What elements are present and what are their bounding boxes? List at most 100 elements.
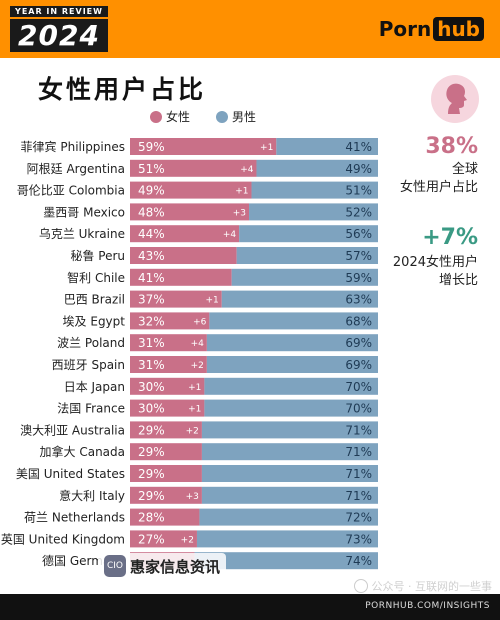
female-bar: [130, 356, 207, 373]
male-bar: [276, 138, 378, 155]
male-bar: [209, 312, 378, 330]
category-label: 日本 Japan: [64, 380, 125, 394]
female-value-label: 27%: [138, 532, 165, 546]
male-value-label: 70%: [345, 380, 372, 394]
male-value-label: 63%: [345, 293, 372, 307]
male-value-label: 59%: [345, 271, 372, 285]
female-value-label: 29%: [138, 489, 165, 503]
global-female-share-label-line-2: 女性用户占比: [399, 180, 478, 195]
male-bar: [256, 159, 378, 177]
female-bar: [130, 443, 202, 461]
female-bar: [130, 225, 240, 243]
category-label: 美国 United States: [16, 467, 125, 481]
brand-logo-part-2: hub: [433, 17, 484, 41]
male-bar: [206, 334, 378, 352]
category-label: 加拿大 Canada: [40, 444, 125, 459]
growth-label: +1: [205, 296, 218, 306]
male-value-label: 71%: [345, 489, 372, 503]
male-value-label: 57%: [345, 249, 372, 263]
female-growth-value: +7%: [422, 225, 478, 250]
category-label: 墨西哥 Mexico: [43, 205, 125, 219]
male-bar: [196, 530, 378, 548]
female-value-label: 37%: [138, 293, 165, 307]
female-bar: [130, 203, 250, 221]
woman-profile-icon: [431, 75, 479, 123]
male-bar: [206, 356, 378, 373]
male-value-label: 74%: [345, 554, 372, 568]
female-bar: [130, 290, 222, 308]
category-label: 荷兰 Netherlands: [24, 511, 125, 525]
growth-label: +6: [193, 317, 207, 327]
wechat-icon: [353, 579, 368, 593]
male-bar: [201, 421, 378, 439]
female-bar: [130, 377, 205, 395]
legend-label-female: 女性: [166, 110, 191, 124]
category-label: 菲律宾 Philippines: [21, 139, 125, 154]
female-bar: [130, 421, 202, 439]
female-value-label: 44%: [138, 227, 165, 241]
growth-label: +4: [240, 165, 254, 175]
male-bar: [201, 486, 378, 504]
publisher-name: 惠家信息资讯: [130, 557, 221, 576]
watermark-account: 公众号 · 互联网的一些事: [353, 578, 492, 594]
female-value-label: 30%: [138, 402, 165, 416]
female-value-label: 48%: [138, 205, 165, 219]
female-value-label: 29%: [138, 423, 165, 437]
female-value-label: 32%: [138, 314, 165, 328]
male-bar: [239, 225, 378, 243]
female-value-label: 30%: [138, 380, 165, 394]
brand-logo: Porn hub: [379, 16, 484, 42]
category-label: 波兰 Poland: [57, 336, 125, 350]
category-label: 埃及 Egypt: [63, 314, 126, 328]
female-bar: [130, 486, 202, 504]
category-label: 哥伦比亚 Colombia: [17, 183, 125, 198]
male-bar: [204, 399, 378, 417]
female-value-label: 28%: [138, 511, 165, 525]
global-female-share-value: 38%: [425, 134, 478, 159]
watermark-publisher: CIO 惠家信息资讯: [98, 553, 227, 579]
category-label: 乌克兰 Ukraine: [39, 226, 125, 241]
growth-label: +4: [223, 230, 237, 240]
growth-label: +1: [260, 143, 273, 153]
female-value-label: 29%: [138, 445, 165, 459]
footer-bar: PORNHUB.COM/INSIGHTS: [0, 594, 500, 620]
female-bar: [130, 508, 200, 526]
male-value-label: 73%: [345, 532, 372, 546]
female-value-label: 31%: [138, 358, 165, 372]
female-bar: [130, 138, 277, 155]
year-in-review-label: YEAR IN REVIEW: [10, 6, 108, 17]
male-value-label: 41%: [345, 140, 372, 154]
female-value-label: 31%: [138, 336, 165, 350]
brand-logo-part-1: Porn: [378, 17, 432, 41]
male-bar: [221, 290, 378, 308]
male-bar: [251, 181, 378, 199]
legend-item-female: 女性: [150, 108, 190, 125]
male-value-label: 71%: [345, 423, 372, 437]
female-bar: [130, 268, 232, 286]
category-label: 巴西 Brazil: [64, 293, 125, 307]
category-label: 智利 Chile: [67, 270, 125, 285]
growth-label: +1: [188, 405, 201, 415]
female-growth-label-line-1: 2024女性用户: [392, 255, 478, 270]
category-label: 阿根廷 Argentina: [27, 162, 125, 176]
female-bar: [130, 530, 197, 548]
male-value-label: 69%: [345, 336, 372, 350]
female-value-label: 51%: [138, 162, 165, 176]
category-label: 意大利 Italy: [59, 488, 125, 503]
chart-title: 女性用户占比: [38, 75, 207, 104]
male-value-label: 49%: [345, 162, 372, 176]
legend-label-male: 男性: [232, 110, 257, 124]
male-value-label: 72%: [345, 511, 372, 525]
male-value-label: 56%: [345, 227, 372, 241]
female-bar: [130, 312, 210, 330]
growth-label: +4: [191, 339, 205, 349]
female-value-label: 29%: [138, 467, 165, 481]
female-value-label: 43%: [138, 249, 165, 263]
female-bar: [130, 334, 207, 352]
legend-swatch-female: [150, 110, 162, 123]
growth-label: +3: [233, 208, 246, 218]
male-value-label: 51%: [345, 184, 372, 198]
female-bar: [130, 399, 205, 417]
male-value-label: 70%: [345, 402, 372, 416]
